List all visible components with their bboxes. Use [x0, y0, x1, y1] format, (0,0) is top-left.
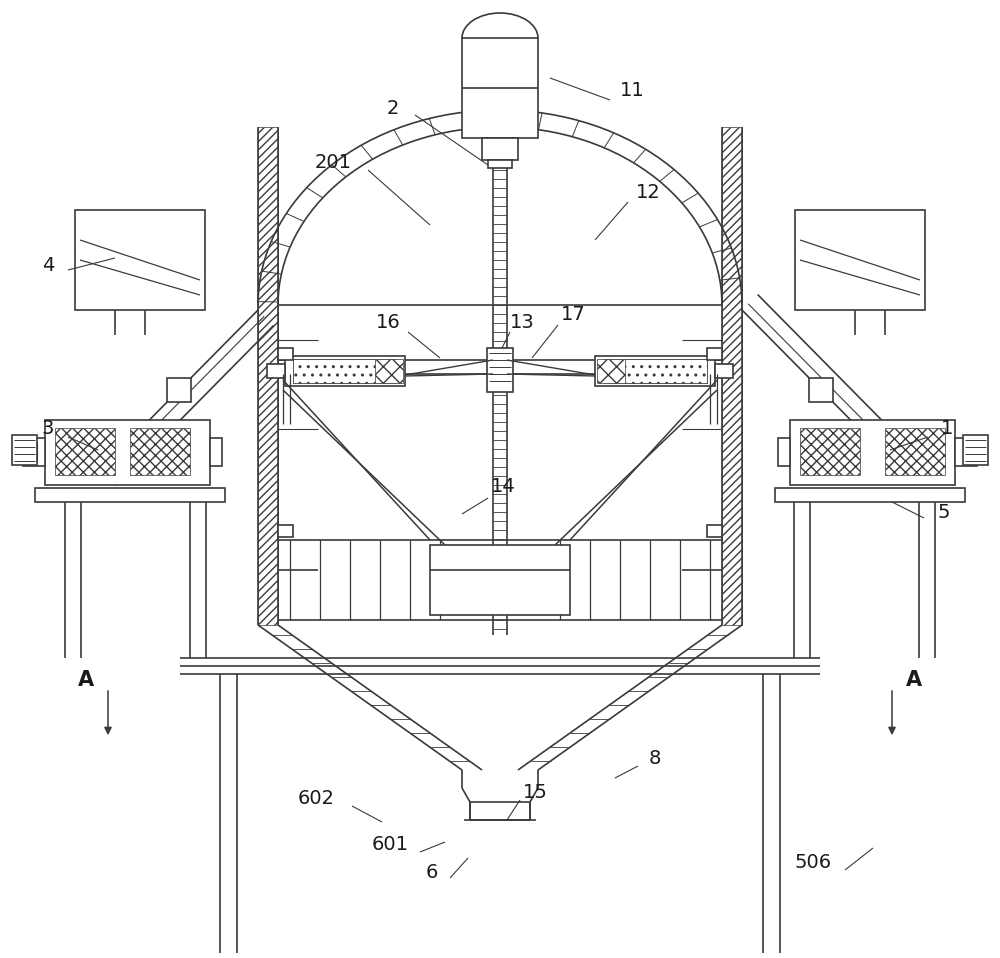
Bar [167, 378, 191, 402]
Bar [778, 438, 790, 466]
Bar [55, 428, 115, 475]
Text: 3: 3 [42, 419, 54, 438]
Bar [595, 356, 715, 386]
Bar [715, 364, 733, 378]
Text: 602: 602 [298, 788, 334, 808]
Bar [487, 348, 513, 392]
Text: 2: 2 [387, 99, 399, 118]
Bar [45, 420, 210, 485]
Bar [707, 348, 722, 360]
Bar [267, 364, 285, 378]
Bar [955, 438, 977, 466]
Bar [278, 525, 293, 537]
Bar [963, 435, 988, 465]
Bar [23, 438, 45, 466]
Bar [809, 378, 833, 402]
Bar [130, 428, 190, 475]
Bar [293, 359, 397, 383]
Bar [430, 545, 570, 615]
Text: 4: 4 [42, 256, 54, 275]
Bar [35, 488, 225, 502]
Text: 201: 201 [314, 152, 352, 171]
Text: 17: 17 [561, 305, 585, 324]
Bar [488, 160, 512, 168]
Text: 5: 5 [938, 503, 950, 521]
Text: 1: 1 [941, 419, 953, 438]
Bar [482, 138, 518, 160]
Bar [75, 210, 205, 310]
Bar [790, 420, 955, 485]
Bar [597, 359, 625, 383]
Bar [210, 438, 222, 466]
Bar [258, 127, 278, 625]
Text: 601: 601 [372, 835, 409, 855]
Bar [775, 488, 965, 502]
Text: 15: 15 [523, 783, 547, 802]
Bar [795, 210, 925, 310]
Bar [963, 442, 975, 460]
Bar [462, 38, 538, 138]
Text: 6: 6 [426, 862, 438, 881]
Bar [25, 442, 37, 460]
Text: 506: 506 [794, 853, 832, 872]
Bar [285, 356, 405, 386]
Text: 14: 14 [491, 476, 515, 495]
Text: 16: 16 [376, 312, 400, 331]
Bar [800, 428, 860, 475]
Text: 12: 12 [636, 183, 660, 201]
Bar [603, 359, 707, 383]
Text: A: A [906, 670, 922, 690]
Bar [722, 127, 742, 625]
Text: A: A [78, 670, 94, 690]
Bar [375, 359, 403, 383]
Bar [12, 435, 37, 465]
Text: 11: 11 [620, 80, 644, 100]
Text: 8: 8 [649, 748, 661, 767]
Text: 13: 13 [510, 312, 534, 331]
Bar [278, 348, 293, 360]
Bar [707, 525, 722, 537]
Bar [885, 428, 945, 475]
Bar [470, 802, 530, 820]
